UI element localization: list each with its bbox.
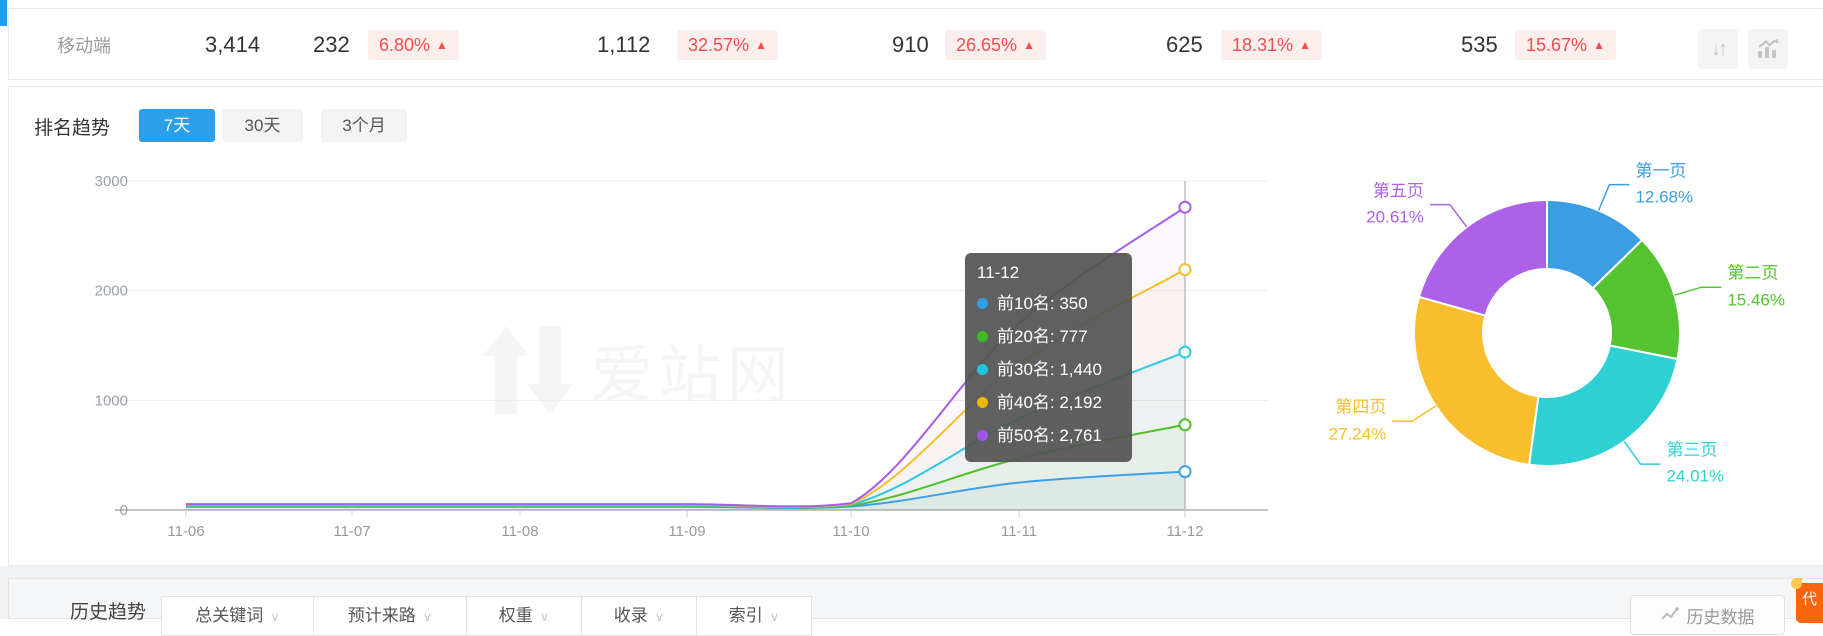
- up-triangle-icon: ▲: [1593, 38, 1605, 52]
- corner-accent: [0, 0, 7, 26]
- tooltip-series-dot: [977, 331, 988, 342]
- device-label: 移动端: [57, 36, 111, 56]
- history-trend-title: 历史趋势: [70, 602, 147, 623]
- tooltip-series-dot: [977, 430, 988, 441]
- chart-tooltip: 11-12 前10名: 350 前20名: 777 前30名: 1,440 前40名:…: [965, 253, 1132, 462]
- metric-top50: 535: [1461, 32, 1498, 57]
- summary-card: 移动端 3,414 232 6.80% ▲ 1,112 32.57% ▲ 910 2…: [8, 8, 1823, 80]
- tooltip-row: 前50名: 2,761: [977, 419, 1120, 452]
- tooltip-row: 前40名: 2,192: [977, 386, 1120, 419]
- sort-arrows-button[interactable]: ↓↑: [1698, 29, 1738, 69]
- tooltip-series-dot: [977, 397, 988, 408]
- metric-top20: 1,112: [597, 32, 651, 57]
- tooltip-date: 11-12: [977, 263, 1020, 282]
- metric-total-keywords: 3,414: [205, 32, 261, 57]
- up-triangle-icon: ▲: [436, 38, 448, 52]
- metric-top50-change-badge: 15.67% ▲: [1515, 30, 1616, 60]
- up-triangle-icon: ▲: [1299, 38, 1311, 52]
- history-data-button[interactable]: 历史数据: [1630, 595, 1785, 635]
- ranking-trend-title: 排名趋势: [34, 118, 111, 139]
- tab-30days[interactable]: 30天: [222, 109, 303, 142]
- metric-top40-change-badge: 18.31% ▲: [1221, 30, 1322, 60]
- tooltip-row: 前10名: 350: [977, 287, 1120, 320]
- metric-top40: 625: [1166, 32, 1203, 57]
- chevron-down-icon: ∨: [539, 609, 550, 624]
- metric-top30-change-badge: 26.65% ▲: [945, 30, 1046, 60]
- tab-7days[interactable]: 7天: [139, 109, 215, 142]
- chevron-down-icon: ∨: [422, 609, 433, 624]
- dropdown-total-keywords[interactable]: 总关键词 ∨: [161, 596, 314, 636]
- up-triangle-icon: ▲: [1023, 38, 1035, 52]
- tooltip-rows: 前10名: 350 前20名: 777 前30名: 1,440 前40名: 2,192…: [977, 287, 1120, 452]
- chevron-down-icon: ∨: [769, 609, 780, 624]
- tooltip-row: 前30名: 1,440: [977, 353, 1120, 386]
- history-data-icon: [1660, 607, 1679, 620]
- dropdown-estimated-traffic[interactable]: 预计来路 ∨: [313, 596, 467, 636]
- tooltip-series-dot: [977, 364, 988, 375]
- metric-top20-change-badge: 32.57% ▲: [677, 30, 778, 60]
- dropdown-indexed[interactable]: 收录 ∨: [581, 596, 697, 636]
- sort-arrows-icon: ↓↑: [1711, 37, 1728, 60]
- dropdown-weight[interactable]: 权重 ∨: [466, 596, 582, 636]
- tab-3months[interactable]: 3个月: [321, 109, 407, 142]
- tooltip-series-dot: [977, 298, 988, 309]
- tooltip-row: 前20名: 777: [977, 320, 1120, 353]
- donut-chart-region[interactable]: [1414, 200, 1680, 466]
- trend-chart-icon: [1758, 38, 1779, 58]
- chevron-down-icon: ∨: [270, 609, 280, 624]
- metric-top10-change-badge: 6.80% ▲: [368, 30, 459, 60]
- up-triangle-icon: ▲: [755, 38, 767, 52]
- metric-top30: 910: [892, 32, 929, 57]
- metric-top10: 232: [313, 32, 350, 57]
- promo-ribbon[interactable]: 代: [1791, 578, 1823, 623]
- chevron-down-icon: ∨: [654, 609, 665, 624]
- ribbon-curl-icon: [1791, 578, 1802, 589]
- trend-chart-button[interactable]: [1748, 29, 1788, 69]
- dropdown-index[interactable]: 索引 ∨: [696, 596, 812, 636]
